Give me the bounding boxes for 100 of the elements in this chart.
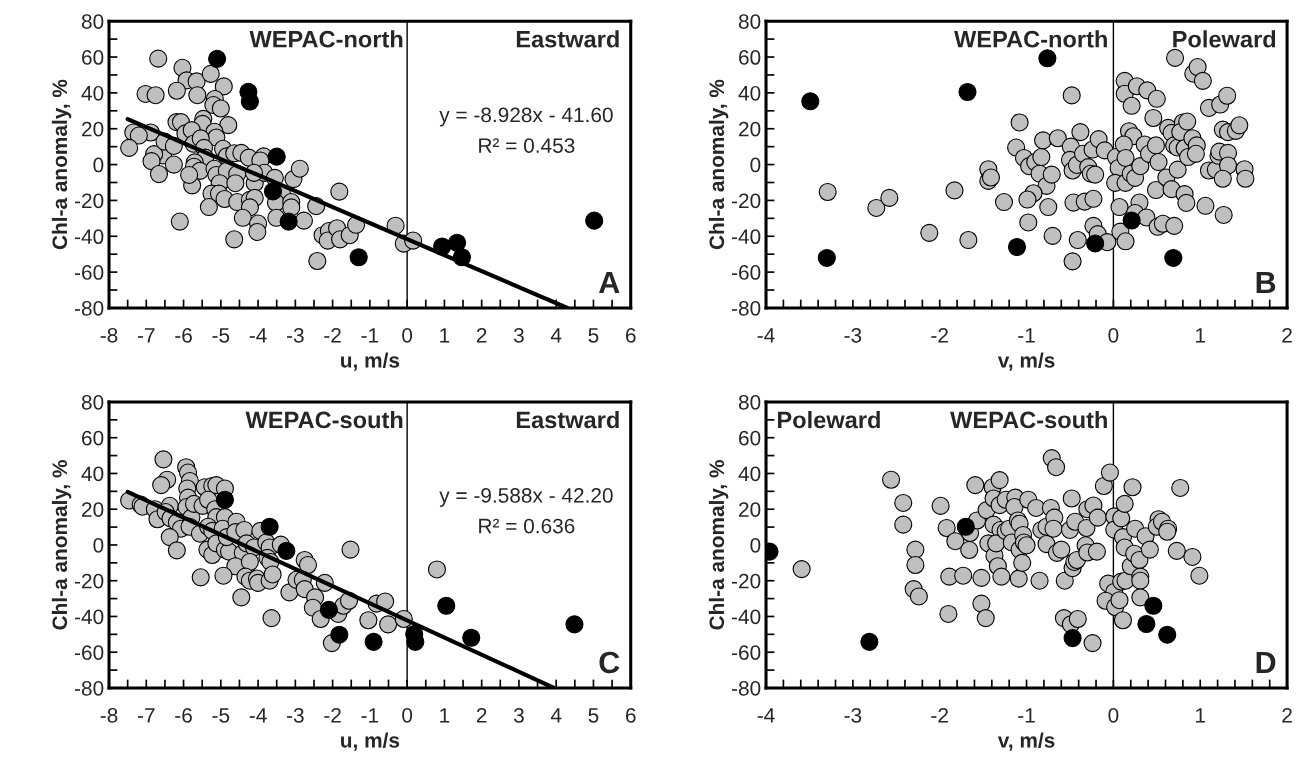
x-axis-title: v, m/s: [997, 352, 1055, 371]
y-tick-label: 60: [82, 50, 104, 65]
y-tick-label: -20: [731, 193, 761, 209]
x-tick-label: 1: [440, 328, 450, 343]
y-tick-label: 0: [93, 157, 104, 173]
y-tick-label: 60: [739, 430, 761, 446]
x-tick-label: 0: [402, 327, 413, 343]
x-tick-label: 2: [1282, 707, 1292, 723]
annotation: y = -8.928x - 41.60: [439, 107, 613, 127]
annotation: y = -9.588x - 42.20: [439, 488, 613, 507]
x-axis-title: u, m/s: [341, 352, 400, 371]
y-tick-label: -60: [74, 645, 104, 660]
y-axis-title: Chl-a anomaly, %: [708, 460, 729, 630]
x-tick-label: 3: [513, 327, 524, 343]
y-tick-label: 40: [81, 85, 104, 101]
x-tick-label: 4: [550, 328, 562, 343]
x-tick-label: -6: [175, 327, 192, 343]
y-tick-label: -20: [74, 573, 104, 589]
y-tick-label: -40: [74, 609, 104, 625]
x-tick-label: -1: [1018, 328, 1035, 343]
x-tick-label: -2: [931, 327, 948, 343]
y-tick-label: -20: [74, 193, 104, 209]
x-tick-label: 0: [1108, 327, 1119, 343]
annotation: R² = 0.453: [479, 138, 575, 153]
y-tick-label: -60: [731, 645, 761, 660]
y-tick-label: -20: [731, 573, 761, 589]
annotation: D: [1256, 651, 1276, 673]
y-tick-label: 80: [81, 14, 104, 29]
annotation: C: [599, 651, 620, 674]
y-tick-label: 40: [738, 466, 761, 482]
x-tick-label: -4: [249, 708, 267, 723]
x-tick-label: 5: [588, 708, 599, 723]
y-tick-label: -40: [731, 609, 761, 625]
y-axis-title: Chl-a anomaly, %: [51, 79, 72, 250]
annotation: R² = 0.636: [479, 518, 575, 534]
y-tick-label: -40: [731, 229, 761, 245]
y-tick-label: 0: [750, 537, 761, 553]
annotation: WEPAC-south: [950, 410, 1107, 429]
y-axis-title: Chl-a anomaly, %: [708, 79, 729, 250]
x-axis-title: u, m/s: [341, 732, 400, 751]
x-tick-label: -2: [324, 327, 341, 343]
y-tick-label: 20: [739, 502, 761, 517]
x-tick-label: -3: [287, 327, 304, 343]
y-tick-label: -80: [74, 300, 104, 316]
y-axis-title: Chl-a anomaly, %: [51, 460, 72, 630]
x-tick-label: 0: [1108, 707, 1119, 723]
x-tick-label: -1: [1018, 708, 1035, 723]
y-tick-label: 0: [750, 157, 761, 173]
y-tick-label: -60: [731, 265, 761, 280]
y-tick-label: 60: [739, 50, 761, 65]
annotation: WEPAC-south: [245, 410, 403, 429]
annotation: Eastward: [516, 410, 619, 429]
annotation: Poleward: [778, 410, 880, 429]
x-tick-label: -2: [931, 707, 948, 723]
x-tick-label: -4: [249, 328, 267, 343]
annotation: A: [598, 271, 620, 293]
x-tick-label: 1: [1196, 328, 1206, 343]
y-tick-label: 40: [738, 85, 761, 101]
x-tick-label: -1: [361, 328, 379, 343]
x-axis-title: v, m/s: [997, 732, 1055, 751]
x-tick-label: -5: [212, 328, 230, 343]
x-tick-label: -8: [100, 327, 118, 343]
y-tick-label: 20: [82, 502, 104, 517]
y-tick-label: -80: [74, 680, 104, 696]
x-tick-label: 2: [476, 327, 487, 343]
y-tick-label: 20: [739, 121, 761, 137]
y-tick-label: -80: [731, 300, 761, 316]
x-tick-label: -5: [212, 708, 230, 723]
x-tick-label: -3: [844, 327, 862, 343]
x-tick-label: 2: [476, 707, 487, 723]
y-tick-label: -40: [74, 229, 104, 245]
x-tick-label: 5: [588, 328, 599, 343]
annotation: WEPAC-north: [249, 30, 403, 48]
y-tick-label: 0: [93, 537, 104, 553]
x-tick-label: 1: [440, 708, 450, 723]
annotation: Eastward: [516, 30, 619, 48]
y-tick-label: 60: [82, 430, 104, 446]
x-tick-label: -7: [137, 708, 155, 723]
y-tick-label: 40: [81, 466, 104, 482]
x-tick-label: -3: [287, 707, 304, 723]
x-tick-label: -7: [137, 328, 155, 343]
annotation: WEPAC-north: [954, 30, 1107, 48]
x-tick-label: 6: [625, 327, 636, 343]
x-tick-label: -2: [324, 707, 341, 723]
x-tick-label: 2: [1282, 327, 1292, 343]
x-tick-label: 0: [402, 707, 413, 723]
x-tick-label: 4: [550, 708, 562, 723]
annotation: B: [1256, 271, 1276, 293]
x-tick-label: -6: [175, 707, 192, 723]
x-tick-label: -3: [844, 707, 862, 723]
y-tick-label: 80: [738, 394, 761, 410]
y-tick-label: 80: [738, 14, 761, 29]
x-tick-label: -8: [100, 707, 118, 723]
x-tick-label: 6: [625, 707, 636, 723]
annotation: Poleward: [1173, 30, 1276, 48]
x-tick-label: -4: [757, 708, 775, 723]
y-tick-label: -60: [74, 265, 104, 280]
x-tick-label: -4: [757, 328, 775, 343]
x-tick-label: -1: [361, 708, 379, 723]
y-tick-label: 20: [82, 121, 104, 137]
